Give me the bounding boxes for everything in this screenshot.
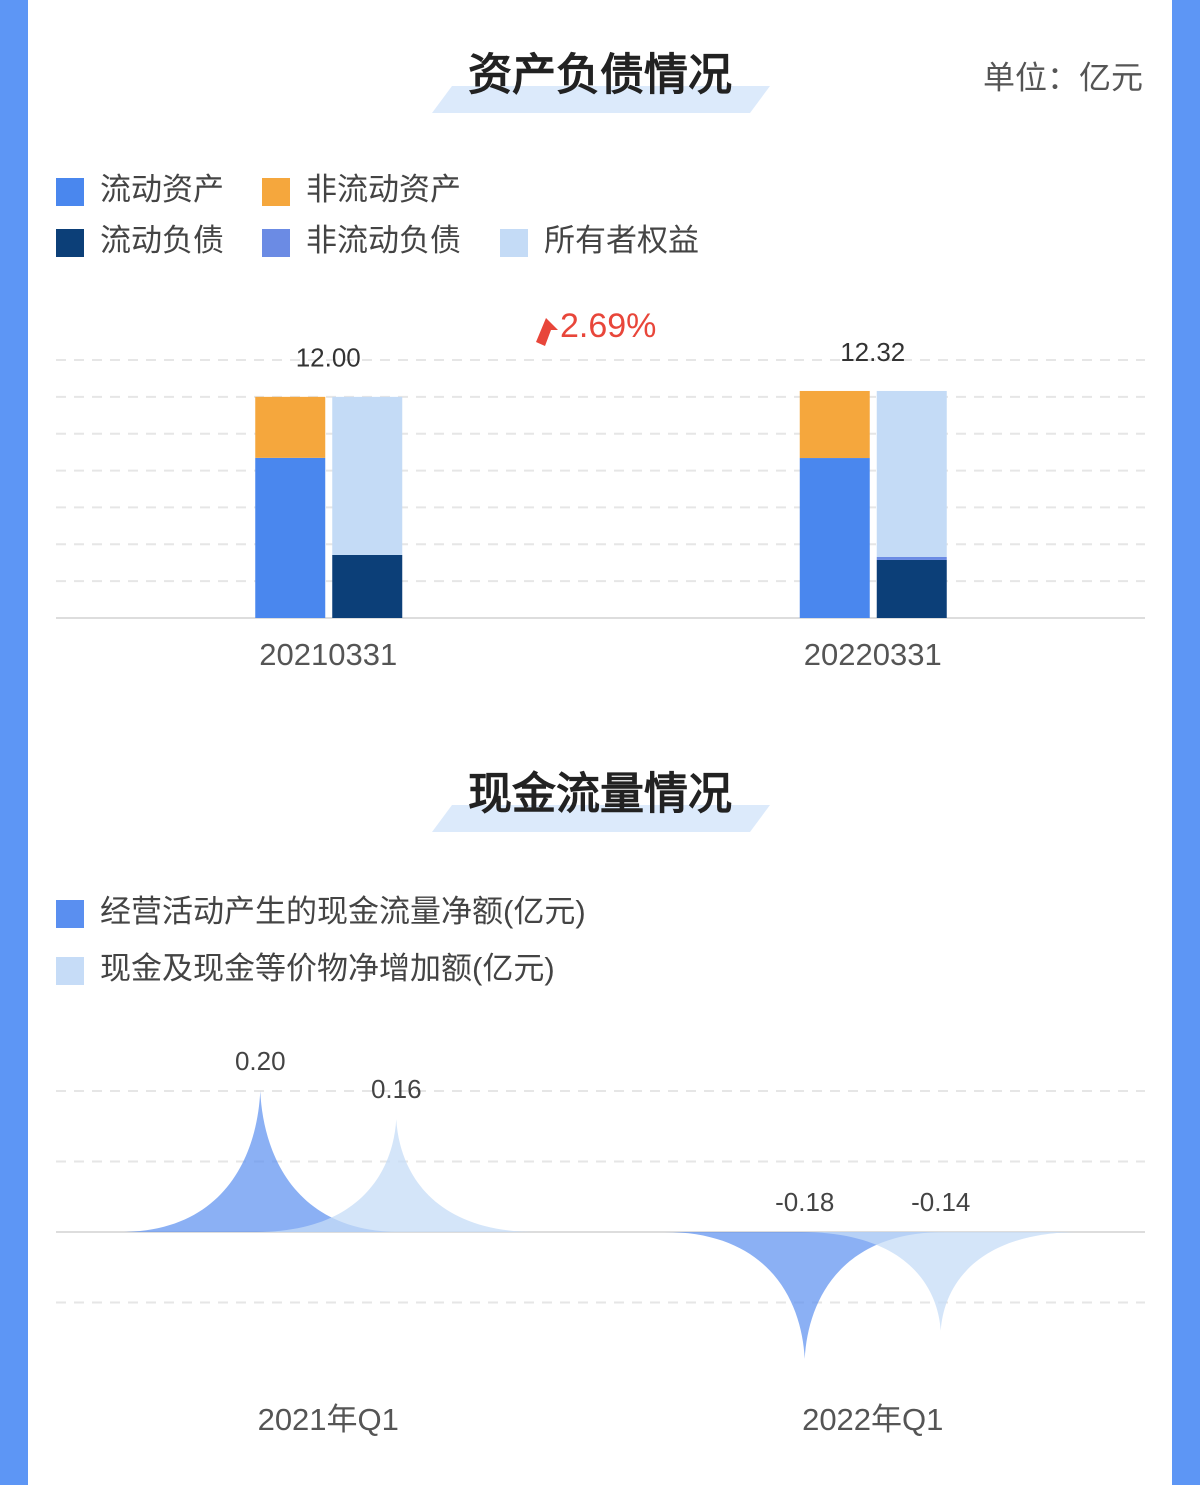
title-underline <box>432 86 770 113</box>
bar-segment <box>332 554 403 618</box>
bar-segment <box>876 557 947 560</box>
legend-label: 流动资产 <box>100 172 224 207</box>
legend-swatch <box>262 229 290 257</box>
x-tick-label: 20220331 <box>804 637 942 672</box>
value-label: -0.18 <box>775 1187 834 1217</box>
bar-segment <box>255 396 326 458</box>
up-arrow <box>536 318 558 346</box>
value-label: 0.16 <box>371 1074 422 1104</box>
value-label: -0.14 <box>911 1187 970 1217</box>
value-label: 0.20 <box>235 1046 286 1076</box>
legend-swatch <box>500 229 528 257</box>
legend-label: 流动负债 <box>100 223 224 258</box>
bar-segment <box>255 457 326 618</box>
bar-segment <box>799 390 870 459</box>
total-label: 12.00 <box>296 343 361 373</box>
legend-label: 经营活动产生的现金流量净额(亿元) <box>100 894 586 929</box>
spike-area <box>664 1232 945 1359</box>
change-label: 2.69% <box>560 307 656 345</box>
side-border <box>1172 0 1200 1485</box>
spike-area <box>256 1119 537 1232</box>
unit-label: 单位：亿元 <box>983 59 1143 95</box>
chart-title: 资产负债情况 <box>468 51 732 100</box>
legend-label: 现金及现金等价物净增加额(亿元) <box>100 951 555 986</box>
title-underline <box>432 805 770 832</box>
spike-area <box>120 1091 401 1232</box>
bar-segment <box>876 559 947 618</box>
legend-swatch <box>262 178 290 206</box>
legend-label: 非流动资产 <box>306 172 461 207</box>
bar-segment <box>876 390 947 558</box>
legend-label: 非流动负债 <box>306 223 461 258</box>
side-border <box>0 0 28 1485</box>
x-tick-label: 2021年Q1 <box>258 1402 399 1437</box>
bar-segment <box>799 458 870 618</box>
legend-label: 所有者权益 <box>544 223 699 258</box>
total-label: 12.32 <box>840 337 905 367</box>
chart-title: 现金流量情况 <box>468 770 732 819</box>
legend-swatch <box>56 957 84 985</box>
legend-swatch <box>56 900 84 928</box>
x-tick-label: 20210331 <box>259 637 397 672</box>
x-tick-label: 2022年Q1 <box>802 1402 943 1437</box>
spike-area <box>800 1232 1081 1331</box>
bar-segment <box>332 396 403 555</box>
legend-swatch <box>56 229 84 257</box>
legend-swatch <box>56 178 84 206</box>
